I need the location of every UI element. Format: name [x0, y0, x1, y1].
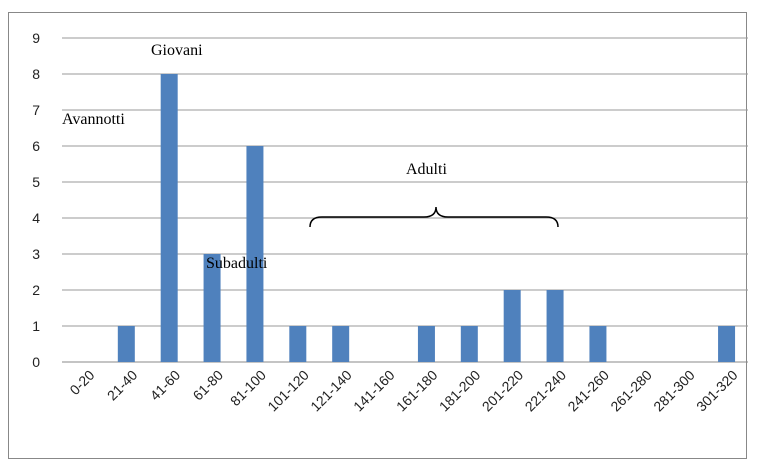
y-tick-label: 0 [32, 354, 40, 370]
x-tick-label: 201-220 [479, 367, 527, 415]
x-tick-label: 141-160 [350, 367, 398, 415]
x-tick-label: 161-180 [393, 367, 441, 415]
bar-81-100 [246, 146, 264, 362]
bar-41-60 [160, 74, 178, 362]
y-tick-label: 6 [32, 138, 40, 154]
adulti-brace [309, 206, 559, 228]
chart-frame [8, 12, 747, 459]
annotation-giovani: Giovani [151, 42, 203, 59]
y-tick-label: 5 [32, 174, 40, 190]
y-tick-label: 3 [32, 246, 40, 262]
bar-221-240 [546, 290, 564, 362]
bar-181-200 [460, 326, 478, 362]
bar-121-140 [332, 326, 350, 362]
bar-101-120 [289, 326, 307, 362]
x-tick-label: 0-20 [66, 367, 97, 398]
bar-201-220 [503, 290, 521, 362]
y-axis-ticks: 0 1 2 3 4 5 6 7 8 9 [32, 30, 40, 370]
bar-61-80 [203, 254, 221, 362]
x-tick-label: 61-80 [190, 367, 227, 404]
bar-301-320 [718, 326, 736, 362]
x-tick-label: 221-240 [522, 367, 570, 415]
x-tick-label: 181-200 [436, 367, 484, 415]
bars [117, 74, 736, 362]
x-tick-label: 281-300 [650, 367, 698, 415]
x-tick-label: 301-320 [693, 367, 741, 415]
x-tick-label: 21-40 [104, 367, 141, 404]
annotation-avannotti: Avannotti [62, 111, 125, 128]
y-tick-label: 7 [32, 102, 40, 118]
x-tick-label: 241-260 [564, 367, 612, 415]
x-tick-label: 81-100 [227, 367, 269, 409]
y-tick-label: 2 [32, 282, 40, 298]
x-tick-label: 101-120 [264, 367, 312, 415]
y-tick-label: 1 [32, 318, 40, 334]
y-tick-label: 9 [32, 30, 40, 46]
annotation-adulti: Adulti [406, 161, 447, 178]
y-tick-label: 8 [32, 66, 40, 82]
x-tick-label: 261-280 [607, 367, 655, 415]
annotation-subadulti: Subadulti [206, 255, 268, 272]
x-tick-label: 41-60 [147, 367, 184, 404]
bar-161-180 [417, 326, 435, 362]
y-tick-label: 4 [32, 210, 40, 226]
x-axis-ticks: 0-20 21-40 41-60 61-80 81-100101-120121-1401… [66, 367, 740, 415]
x-tick-label: 121-140 [307, 367, 355, 415]
bar-241-260 [589, 326, 607, 362]
bar-21-40 [117, 326, 135, 362]
